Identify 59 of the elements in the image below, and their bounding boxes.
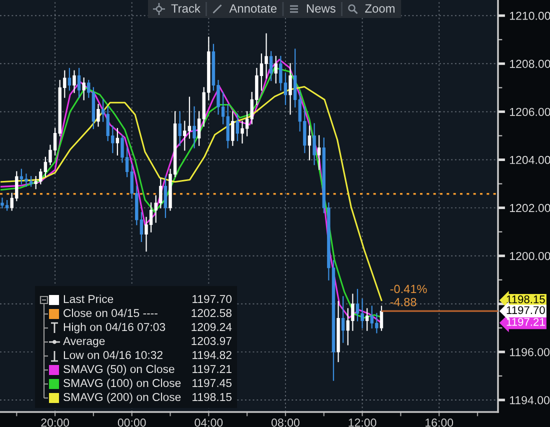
y-tick-label: 1194.00 (510, 396, 550, 404)
candlestick (68, 68, 72, 91)
y-tick-label: 1208.00 (510, 60, 550, 68)
annotation: Annotate (229, 4, 277, 13)
candlestick (380, 306, 384, 331)
text: 1203.97 (192, 336, 232, 346)
x-tick-label: 16:00 (426, 418, 454, 427)
candlestick (72, 70, 76, 94)
candlestick (269, 51, 273, 82)
candlestick (192, 106, 196, 148)
y-tick-label: 1197.70 (506, 306, 545, 314)
candlestick (96, 104, 100, 127)
candlestick (116, 128, 120, 156)
y-tick-label: 1198.15 (506, 295, 545, 304)
x-tick-label: 04:00 (194, 418, 223, 427)
candlestick (77, 68, 81, 98)
y-tick-label: 1210.00 (510, 12, 550, 20)
text: 1197.45 (192, 378, 232, 388)
y-tick-label: 1206.00 (510, 108, 550, 116)
y-tick-label: 1197.21 (506, 318, 545, 326)
x-tick-label: 08:00 (272, 418, 300, 427)
annotation: Zoom (365, 4, 394, 13)
annotation: -0.41% (390, 284, 427, 294)
text: 1194.82 (192, 350, 232, 360)
candlestick (231, 111, 234, 146)
candlestick (288, 63, 292, 115)
candlestick (164, 176, 168, 218)
text: 1197.21 (192, 364, 232, 374)
category-label: Low on 04/16 10:32 (64, 350, 162, 360)
candlestick (341, 296, 345, 343)
annotation: News (306, 4, 336, 13)
category-label: SMAVG (100) on Close (64, 378, 181, 390)
annotation: Track (171, 4, 200, 13)
category-label: Last Price (64, 294, 114, 304)
candlestick (366, 308, 369, 331)
candlestick (236, 114, 240, 142)
candlestick (312, 123, 316, 166)
y-tick-label: 1204.00 (510, 156, 550, 164)
category-label: Close on 04/15 ---- (64, 308, 158, 318)
candlestick (317, 135, 321, 170)
candlestick (178, 111, 182, 146)
annotation: -4.88 (390, 298, 416, 306)
category-label: SMAVG (50) on Close (64, 364, 174, 376)
y-tick-label: 1202.00 (510, 204, 550, 212)
category-label: Average (63, 337, 105, 348)
text: 1202.58 (192, 308, 232, 318)
category-label: SMAVG (200) on Close (64, 392, 181, 404)
text: 1209.24 (192, 322, 232, 332)
category-label: High on 04/16 07:03 (64, 322, 166, 334)
text: 1198.15 (192, 392, 232, 402)
x-tick-label: 20:00 (41, 418, 70, 427)
x-tick-label: 00:00 (118, 418, 146, 427)
text: 1197.70 (192, 294, 232, 304)
y-tick-label: 1196.00 (510, 348, 550, 356)
y-tick-label: 1200.00 (510, 252, 550, 260)
candlestick (308, 126, 312, 160)
candlestick (274, 56, 278, 84)
x-tick-label: 12:00 (348, 418, 376, 427)
candlestick (82, 78, 86, 100)
